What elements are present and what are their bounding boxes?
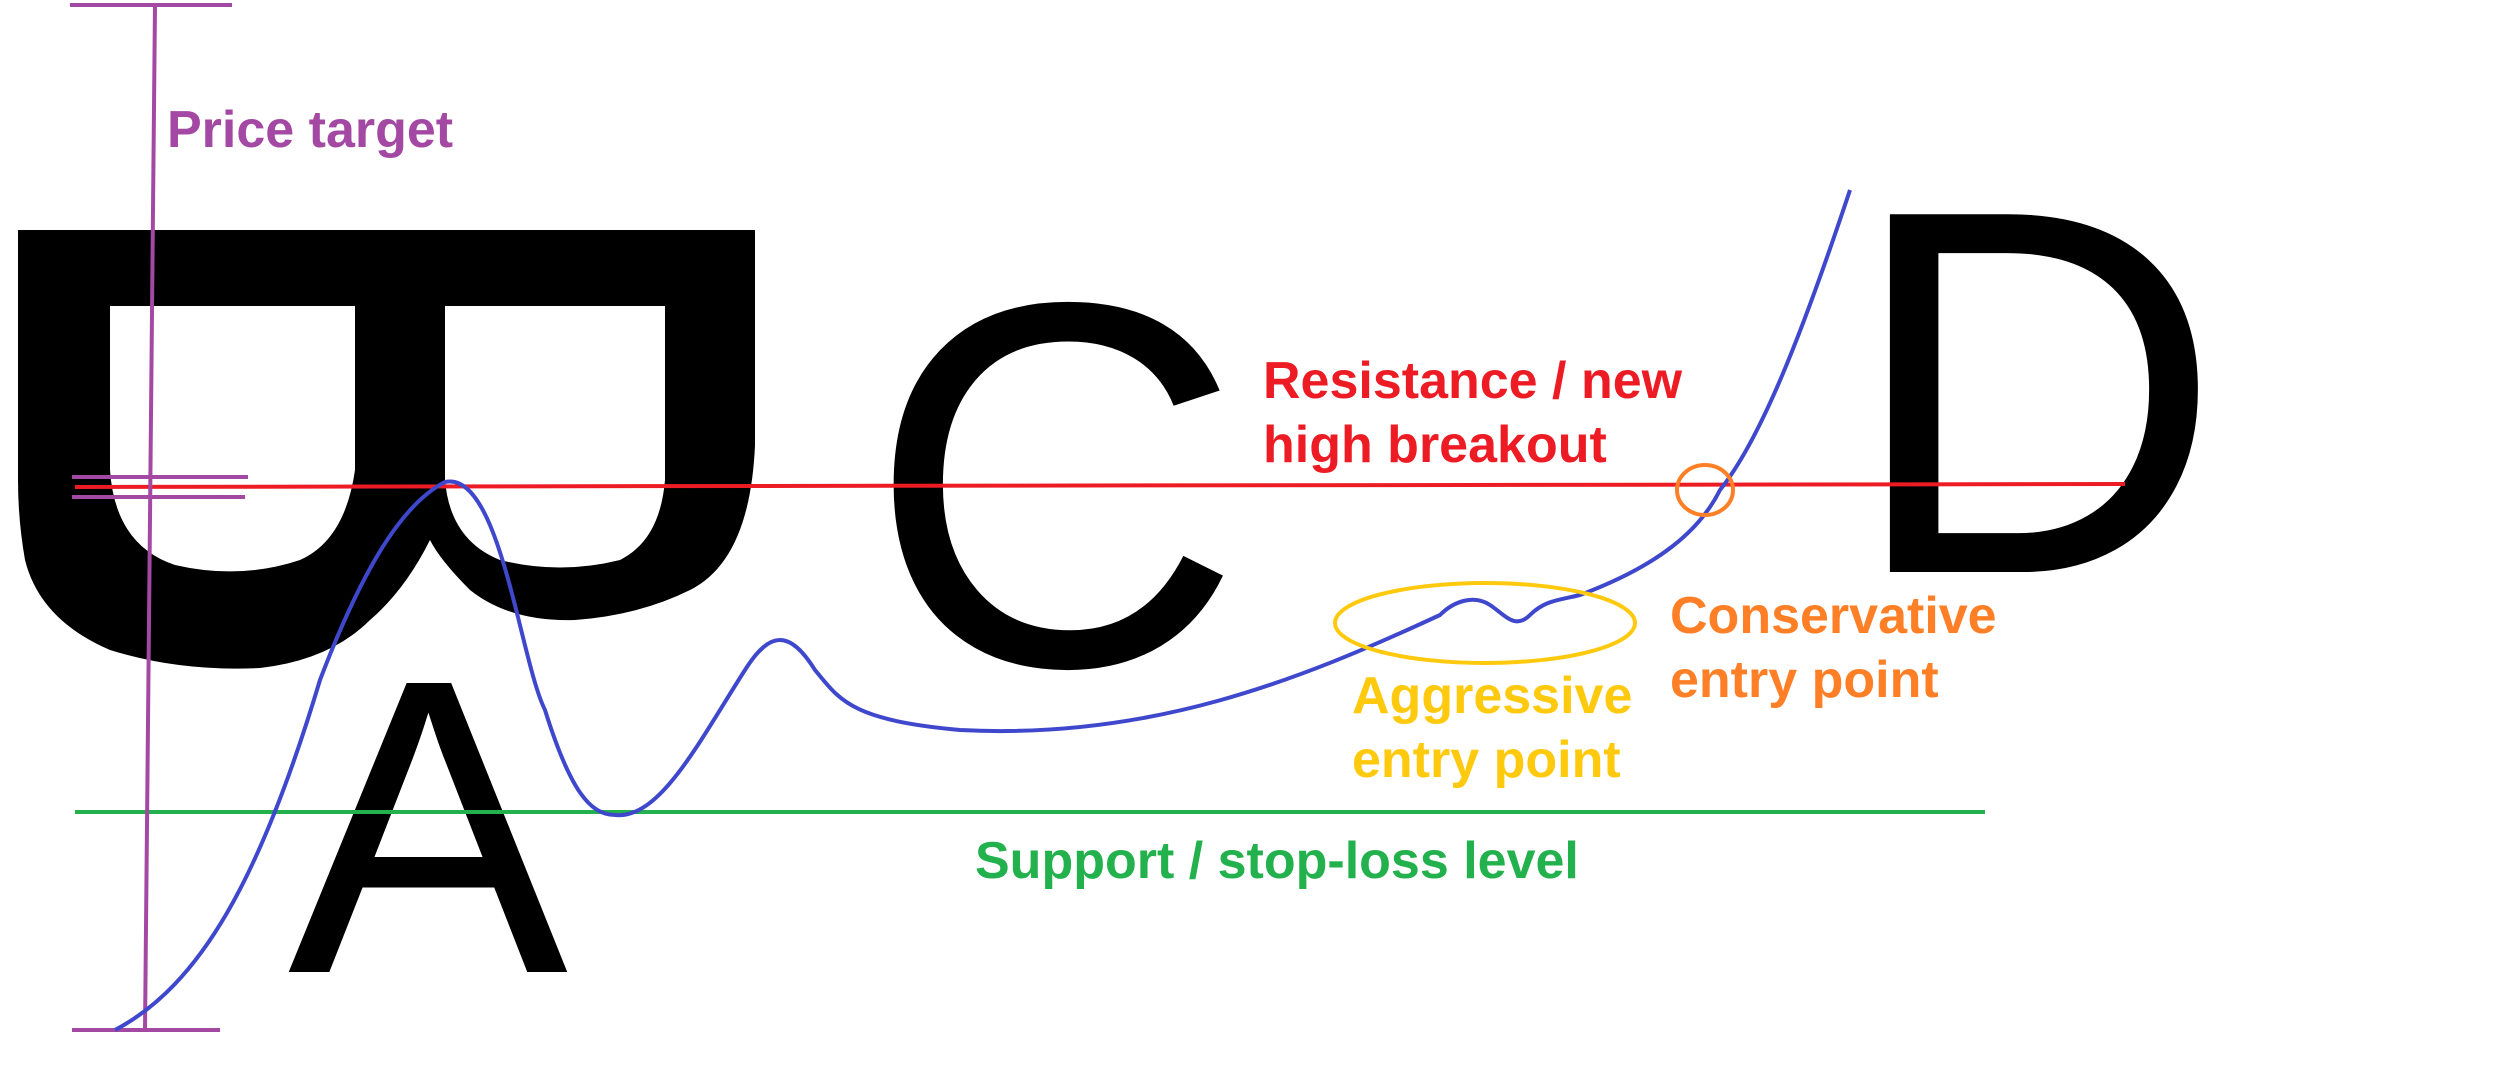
price-target-label: Price target xyxy=(167,101,453,159)
aggressive-entry-label-line2: entry point xyxy=(1352,731,1621,789)
letter-b-rotated xyxy=(18,230,755,669)
resistance-label-line2: high breakout xyxy=(1263,416,1607,474)
aggressive-entry-label-line1: Aggressive xyxy=(1352,667,1632,725)
conservative-entry-label-line2: entry point xyxy=(1670,651,1939,709)
price-line xyxy=(114,189,1852,1032)
resistance-label-line1: Resistance / new xyxy=(1263,352,1683,410)
conservative-entry-label-line1: Conservative xyxy=(1670,587,1997,645)
letter-d: D xyxy=(1847,102,2223,683)
aggressive-entry-ellipse xyxy=(1333,581,1637,665)
letter-a: A xyxy=(288,593,570,1062)
resistance-line xyxy=(74,482,2126,489)
conservative-entry-circle xyxy=(1675,463,1735,517)
support-label: Support / stop-loss level xyxy=(975,832,1579,890)
price-target-measure xyxy=(70,3,248,1032)
